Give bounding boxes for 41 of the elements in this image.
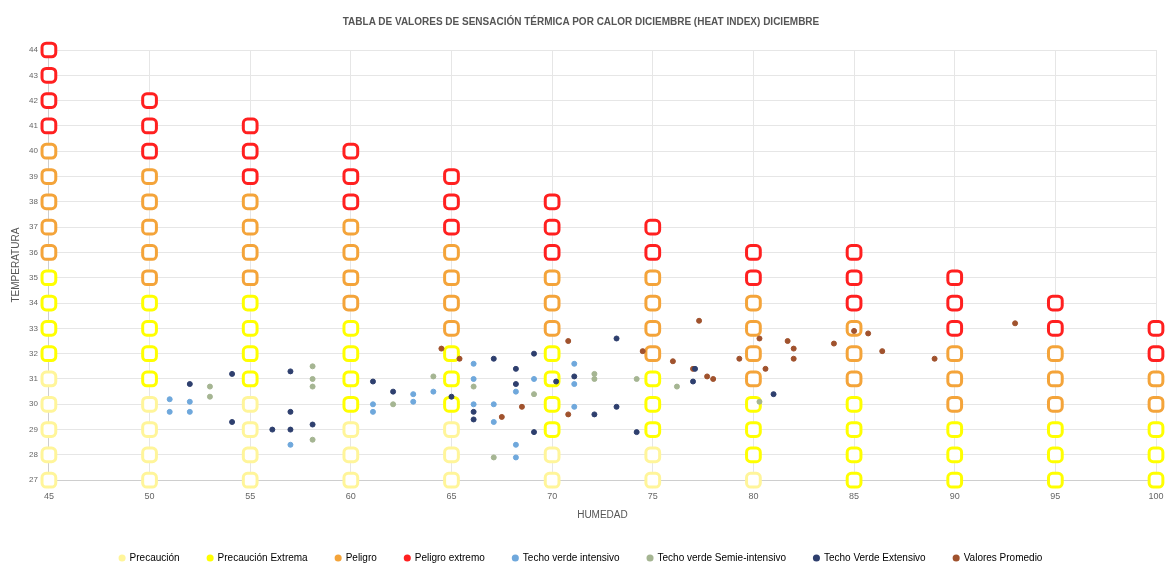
x-tick-label: 80 [748, 491, 759, 502]
y-tick-label: 36 [28, 247, 39, 257]
x-tick-label: 55 [245, 491, 256, 502]
x-tick-label: 50 [144, 491, 155, 502]
x-tick-label: 45 [43, 491, 54, 502]
y-tick-label: 34 [28, 298, 39, 308]
y-tick-label: 39 [28, 171, 39, 181]
x-tick-label: 90 [949, 491, 960, 502]
y-tick-label: 42 [28, 95, 39, 105]
x-tick-label: 100 [1148, 491, 1164, 502]
legend-label: Peligro extremo [414, 551, 486, 563]
y-tick-label: 43 [28, 70, 39, 80]
x-tick-label: 65 [446, 491, 457, 502]
y-tick-label: 35 [28, 272, 39, 282]
y-tick-label: 38 [28, 197, 39, 207]
y-axis-title: TEMPERATURA [9, 227, 21, 303]
y-tick-label: 40 [28, 146, 39, 156]
x-tick-label: 60 [345, 491, 356, 502]
y-tick-label: 27 [28, 475, 39, 485]
y-tick-label: 28 [28, 450, 39, 460]
legend-label: Precaución Extrema [217, 551, 309, 563]
x-tick-label: 75 [647, 491, 658, 502]
y-tick-label: 31 [28, 374, 39, 384]
legend-label: Techo verde Semie-intensivo [657, 551, 787, 563]
legend-label: Precaución [129, 551, 180, 563]
legend-label: Techo Verde Extensivo [823, 551, 927, 563]
y-tick-label: 37 [28, 222, 39, 232]
y-tick-label: 29 [28, 424, 39, 434]
x-tick-label: 70 [547, 491, 558, 502]
y-tick-label: 30 [28, 399, 39, 409]
legend-label: Peligro [345, 551, 378, 563]
chart-title: TABLA DE VALORES DE SENSACIÓN TÉRMICA POR CALOR DICIEMBRE (HEAT INDEX) DICIEMBRE [342, 14, 820, 27]
y-tick-label: 33 [28, 323, 39, 333]
y-tick-label: 41 [28, 121, 39, 131]
legend-label: Valores Promedio [963, 551, 1043, 563]
x-axis-title: HUMEDAD [577, 508, 628, 520]
y-tick-label: 44 [28, 45, 39, 55]
y-tick-label: 32 [28, 348, 39, 358]
x-tick-label: 95 [1050, 491, 1061, 502]
x-tick-label: 85 [849, 491, 860, 502]
legend-label: Techo verde intensivo [522, 551, 620, 563]
